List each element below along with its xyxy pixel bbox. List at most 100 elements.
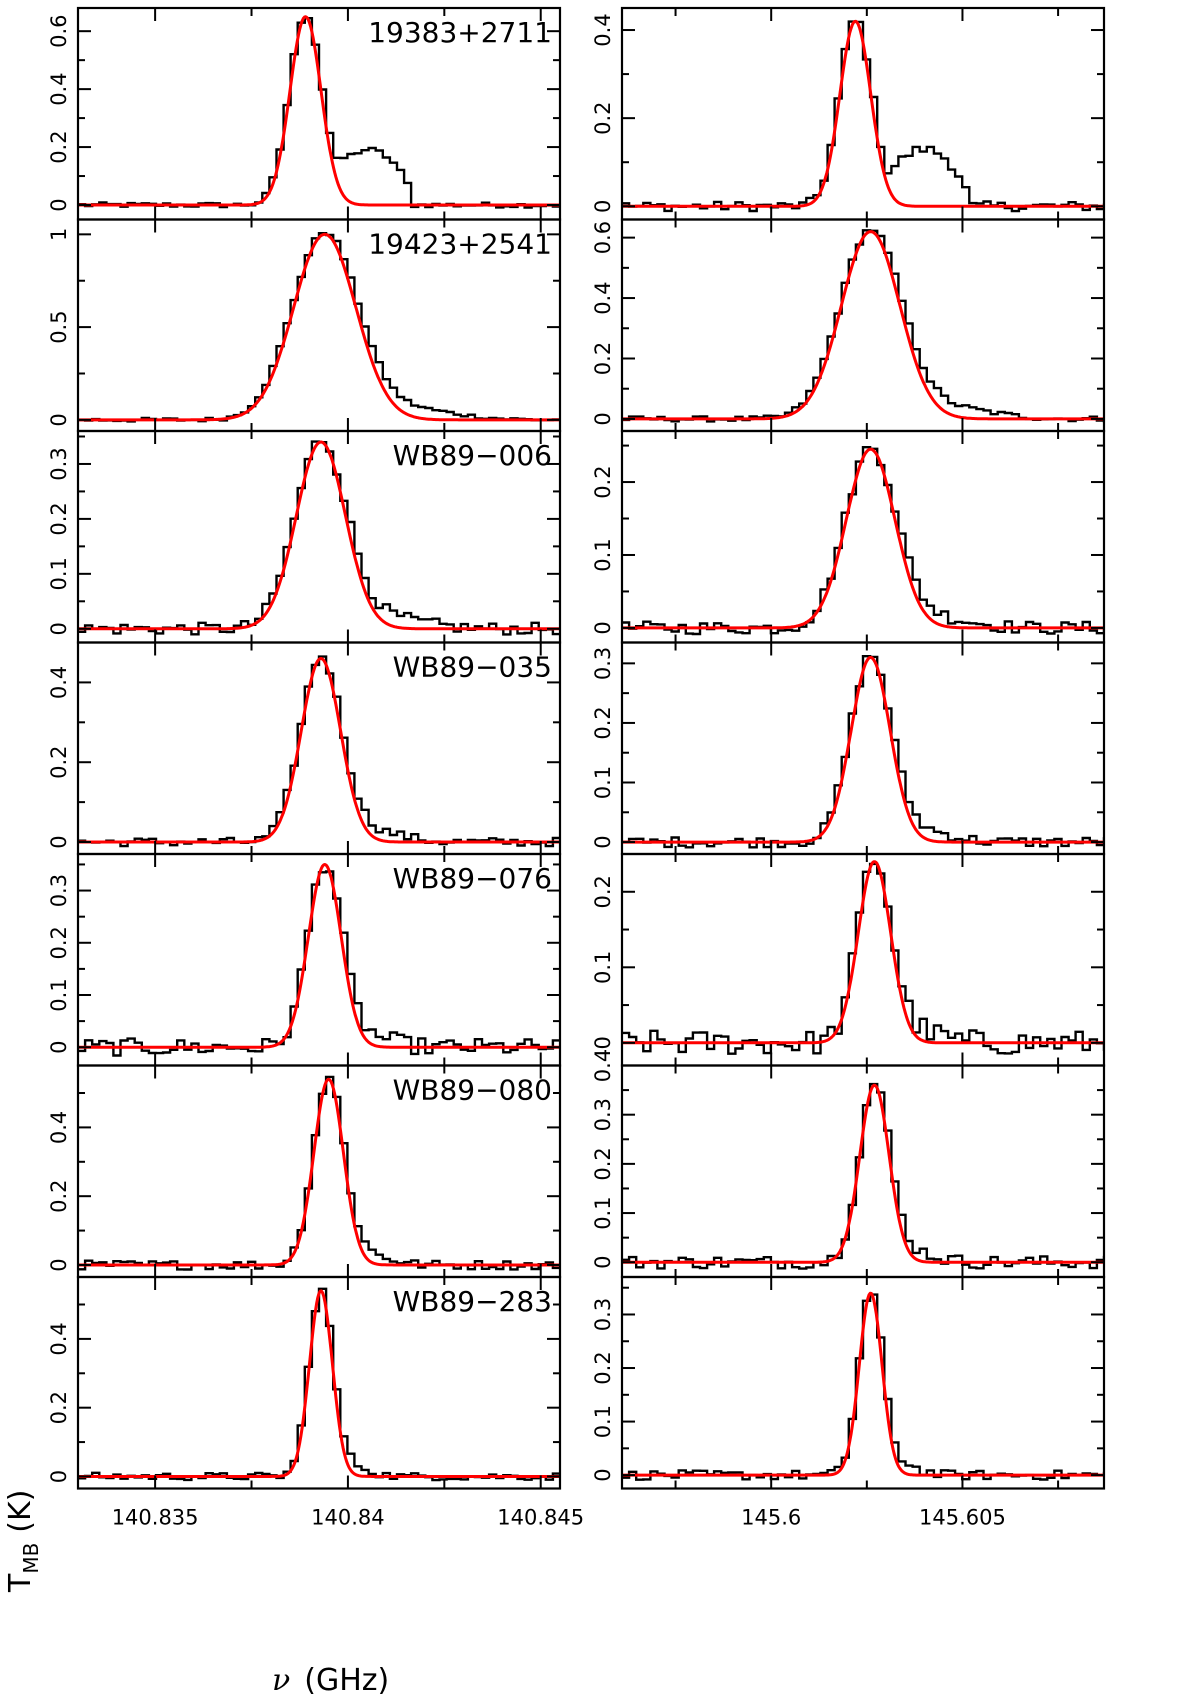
gaussian-fit-7-left xyxy=(78,1289,560,1478)
y-tick-label: 0.2 xyxy=(591,465,615,498)
x-axis-label-unit: (GHz) xyxy=(304,1663,389,1697)
y-tick-label: 0 xyxy=(591,1468,615,1481)
panel-7-left: 0 0.2 0.4 WB89−283 140.835 140.84 140.845 xyxy=(47,1275,584,1530)
panel-3-right: 0 0.1 0.2 xyxy=(591,429,1106,644)
source-label: 19423+2541 xyxy=(368,228,552,261)
source-label: WB89−283 xyxy=(393,1285,552,1318)
panel-2-right: 0 0.2 0.4 0.6 xyxy=(591,218,1106,433)
y-tick-label: 0.4 xyxy=(591,13,615,46)
source-label: 19383+2711 xyxy=(368,16,552,49)
gaussian-fit-7-right xyxy=(622,1291,1104,1477)
y-tick-label: 0 xyxy=(47,1470,71,1483)
source-label: WB89−080 xyxy=(393,1074,552,1107)
y-axis-label-main: T xyxy=(3,1573,38,1593)
panel-3-left: 0 0.1 0.2 0.3 WB89−006 xyxy=(47,429,562,644)
y-tick-label: 0.2 xyxy=(47,745,71,778)
gaussian-fit-3-right xyxy=(622,447,1104,630)
y-tick-label: 0.4 xyxy=(591,281,615,314)
y-tick-label: 0.4 xyxy=(47,666,71,699)
gaussian-fit-1-left xyxy=(78,15,560,207)
y-axis-label: TMB (K) xyxy=(3,1490,43,1593)
y-tick-label: 0 xyxy=(591,200,615,213)
x-tick-label: 145.6 xyxy=(741,1506,801,1530)
y-tick-label: 0.1 xyxy=(47,557,71,590)
observed-spectrum-2-right xyxy=(622,229,1104,423)
source-label: WB89−076 xyxy=(393,862,552,895)
source-label: WB89−006 xyxy=(393,439,552,472)
y-tick-label: 0.4 xyxy=(47,72,71,105)
y-tick-label: 0.2 xyxy=(591,706,615,739)
y-tick-label: 0.2 xyxy=(591,1351,615,1384)
y-tick-label: 0 xyxy=(591,1036,615,1049)
gaussian-fit-5-right xyxy=(622,860,1104,1045)
gaussian-fit-2-left xyxy=(78,232,560,422)
y-tick-label: 0.1 xyxy=(591,538,615,571)
gaussian-fit-2-right xyxy=(622,230,1104,421)
observed-spectrum-3-right xyxy=(622,446,1104,636)
observed-spectrum-1-right xyxy=(622,20,1104,213)
axis-labels: TMB (K) ν (GHz) xyxy=(3,1490,389,1697)
y-tick-label: 0 xyxy=(47,413,71,426)
observed-spectrum-4-right xyxy=(622,655,1104,849)
gaussian-fit-6-left xyxy=(78,1077,560,1267)
y-tick-label: 0.1 xyxy=(47,978,71,1011)
observed-spectrum-2-left xyxy=(78,232,560,423)
panel-7-right: 0 0.1 0.2 0.3 145.6 145.605 xyxy=(591,1275,1106,1530)
y-tick-label: 0.4 xyxy=(591,1049,615,1082)
source-label: WB89−035 xyxy=(393,651,552,684)
y-tick-label: 0 xyxy=(47,198,71,211)
x-axis-label-symbol: ν xyxy=(272,1663,290,1697)
observed-spectrum-4-left xyxy=(78,655,560,848)
observed-spectrum-5-left xyxy=(78,870,560,1057)
y-tick-label: 1 xyxy=(47,228,71,241)
y-tick-label: 0.6 xyxy=(591,221,615,254)
panel-2-left: 0 0.5 1 19423+2541 xyxy=(47,218,562,433)
y-tick-label: 0 xyxy=(591,412,615,425)
y-tick-label: 0.2 xyxy=(591,342,615,375)
y-tick-label: 0.3 xyxy=(47,447,71,480)
y-tick-label: 0 xyxy=(591,835,615,848)
panel-frame xyxy=(76,1275,562,1490)
y-tick-label: 0.6 xyxy=(47,14,71,47)
y-tick-label: 0 xyxy=(47,1258,71,1271)
y-tick-label: 0.1 xyxy=(591,1405,615,1438)
y-tick-label: 0.2 xyxy=(591,1147,615,1180)
y-tick-label: 0 xyxy=(47,835,71,848)
gaussian-fit-6-right xyxy=(622,1083,1104,1264)
gaussian-fit-4-right xyxy=(622,655,1104,844)
panel-frame xyxy=(620,218,1106,433)
y-tick-label: 0.3 xyxy=(47,874,71,907)
observed-spectrum-5-right xyxy=(622,862,1104,1055)
panel-1-left: 0 0.2 0.4 0.6 19383+2711 xyxy=(47,6,562,221)
y-tick-label: 0.2 xyxy=(47,1179,71,1212)
panel-4-right: 0 0.1 0.2 0.3 xyxy=(591,641,1106,856)
y-tick-label: 0.2 xyxy=(47,926,71,959)
y-tick-label: 0.1 xyxy=(591,766,615,799)
y-tick-label: 0.1 xyxy=(591,1196,615,1229)
panel-frame xyxy=(620,1275,1106,1490)
panel-6-left: 0 0.2 0.4 WB89−080 xyxy=(47,1064,562,1279)
y-tick-label: 0 xyxy=(591,1256,615,1269)
y-tick-label: 0.2 xyxy=(591,875,615,908)
y-tick-label: 0.3 xyxy=(591,647,615,680)
x-axis-label: ν (GHz) xyxy=(272,1663,389,1697)
gaussian-fit-5-left xyxy=(78,863,560,1049)
x-tick-label: 145.605 xyxy=(919,1506,1006,1530)
x-tick-label: 140.835 xyxy=(112,1506,199,1530)
y-tick-label: 0 xyxy=(47,1041,71,1054)
observed-spectrum-7-right xyxy=(622,1293,1104,1481)
panel-5-right: 0 0.1 0.2 xyxy=(591,852,1106,1067)
y-tick-label: 0.2 xyxy=(591,101,615,134)
y-tick-label: 0 xyxy=(47,622,71,635)
y-tick-label: 0.3 xyxy=(591,1298,615,1331)
y-tick-label: 0.4 xyxy=(47,1111,71,1144)
y-tick-label: 0.4 xyxy=(47,1322,71,1355)
panel-5-left: 0 0.1 0.2 0.3 WB89−076 xyxy=(47,852,562,1067)
y-axis-label-sub: MB xyxy=(19,1543,43,1574)
y-axis-label-unit: (K) xyxy=(3,1490,38,1533)
y-tick-label: 0.2 xyxy=(47,130,71,163)
y-tick-label: 0.3 xyxy=(591,1098,615,1131)
y-tick-label: 0.2 xyxy=(47,1391,71,1424)
